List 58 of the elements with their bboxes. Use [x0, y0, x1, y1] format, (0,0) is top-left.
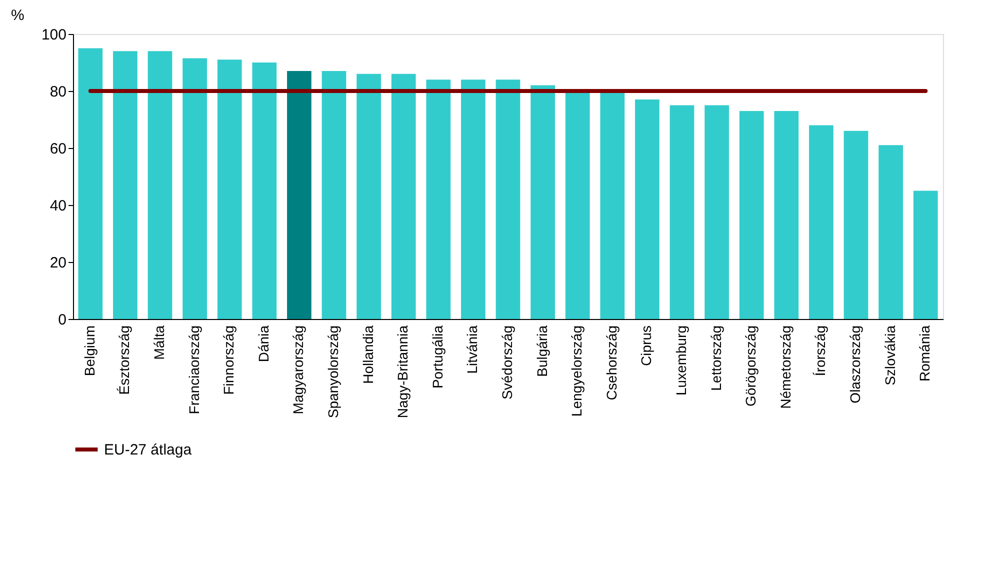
y-tick-label: 80: [50, 84, 66, 100]
x-tick-label: Luxemburg: [673, 326, 689, 396]
x-tick-label: Románia: [916, 325, 933, 382]
bar: [78, 48, 103, 319]
bar: [600, 92, 625, 319]
y-tick-label: 0: [58, 312, 66, 328]
bar: [217, 60, 242, 319]
x-tick-label: Olaszország: [847, 326, 863, 404]
x-tick-label: Málta: [151, 325, 167, 360]
y-tick-label: 20: [50, 254, 66, 272]
bar: [565, 91, 590, 319]
bar: [809, 125, 834, 319]
x-tick-label: Belgium: [81, 326, 98, 376]
x-tick-label: Dánia: [255, 325, 272, 362]
bar: [496, 80, 520, 319]
y-tick-label: 60: [50, 140, 66, 158]
bar: [530, 85, 555, 319]
y-tick-label: 40: [50, 198, 66, 214]
bar: [252, 62, 277, 319]
x-tick-label: Spanyolország: [325, 326, 341, 418]
x-tick-label: Finnország: [220, 326, 237, 395]
x-tick-label: Lengyelország: [568, 326, 585, 417]
x-tick-label: Nagy-Britannia: [394, 325, 411, 418]
x-tick-label: Bulgária: [534, 325, 550, 377]
x-tick-label: Litvánia: [464, 325, 480, 374]
x-tick-label: Svédország: [499, 326, 515, 400]
bar: [704, 105, 729, 319]
x-tick-label: Ciprus: [638, 326, 654, 366]
bar: [878, 145, 903, 319]
bar: [148, 51, 172, 319]
x-tick-label: Lettország: [708, 326, 724, 391]
bar: [113, 51, 138, 319]
x-tick-label: Németország: [777, 326, 794, 409]
legend-label: EU-27 átlaga: [104, 442, 192, 458]
x-tick-label: Írország: [812, 326, 828, 376]
x-tick-label: Szlovákia: [882, 325, 898, 386]
bar: [287, 71, 312, 319]
y-tick-label: 100: [41, 26, 66, 44]
y-axis-title: %: [10, 7, 24, 24]
x-tick-label: Csehország: [603, 326, 620, 400]
bar: [670, 105, 694, 319]
bar: [635, 100, 660, 319]
bar: [461, 80, 486, 319]
bar: [913, 190, 938, 319]
x-tick-label: Hollandia: [360, 325, 376, 384]
bar: [391, 74, 416, 319]
bar: [322, 71, 346, 319]
bar: [182, 58, 207, 319]
bar: [844, 130, 868, 319]
x-tick-label: Franciaország: [186, 326, 202, 414]
x-tick-label: Magyarország: [290, 326, 306, 414]
x-tick-label: Görögország: [742, 326, 759, 406]
bar: [356, 74, 381, 319]
bar: [774, 110, 799, 319]
bar: [739, 110, 764, 319]
x-tick-label: Portugália: [429, 325, 446, 389]
bar: [426, 80, 451, 319]
x-tick-label: Észtország: [116, 326, 132, 395]
